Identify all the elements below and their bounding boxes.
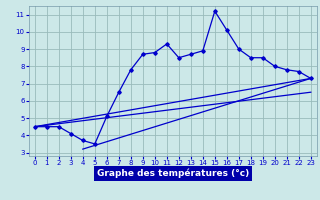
X-axis label: Graphe des températures (°c): Graphe des températures (°c) — [97, 169, 249, 178]
